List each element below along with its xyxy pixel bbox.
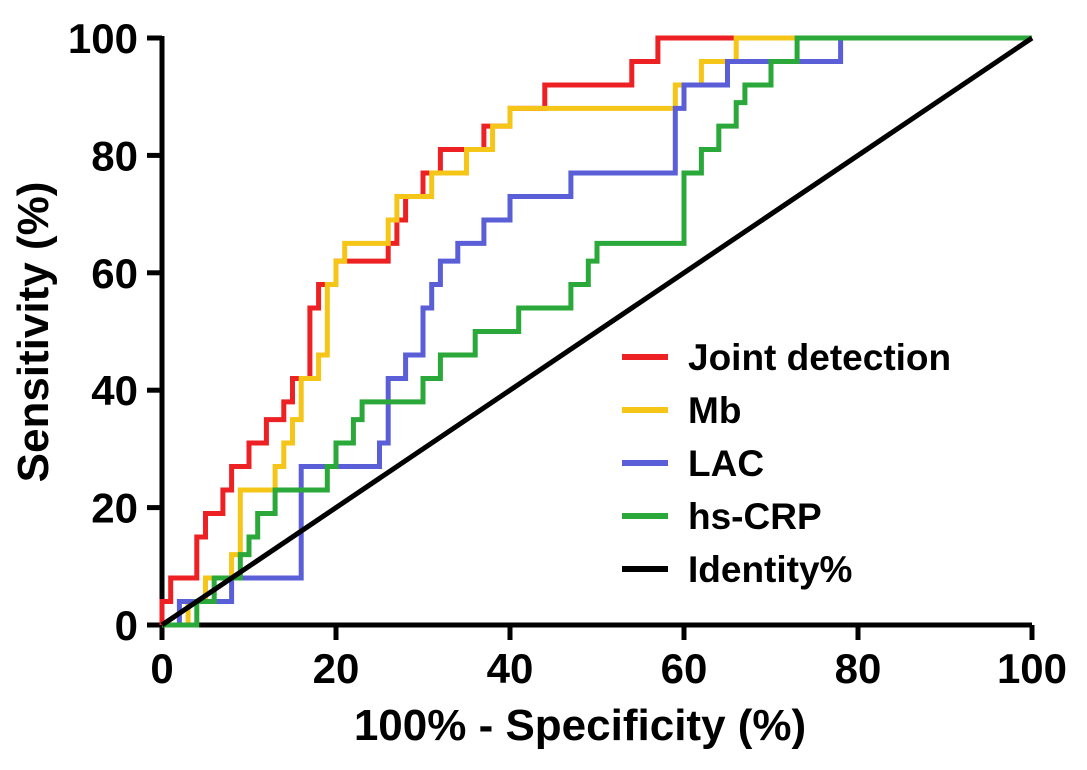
legend: Joint detection Mb LAC hs-CRP Identity% (622, 337, 951, 590)
roc-curve-lac (162, 35, 1032, 628)
x-tick-label: 80 (835, 645, 882, 692)
x-tick-label: 20 (313, 645, 360, 692)
roc-curve-identity (160, 35, 1034, 628)
roc-curve-mb (162, 35, 1032, 628)
legend-label-joint-detection: Joint detection (688, 337, 951, 378)
y-tick-label: 100 (68, 15, 138, 62)
legend-item-mb: Mb (622, 390, 741, 431)
roc-curves (159, 35, 1034, 628)
legend-label-identity: Identity% (688, 549, 852, 590)
y-tick-label: 40 (91, 367, 138, 414)
x-tick-label: 60 (661, 645, 708, 692)
x-tick-label: 100 (997, 645, 1067, 692)
y-tick-label: 80 (91, 132, 138, 179)
roc-curve-hs-crp (162, 35, 1032, 628)
y-tick-label: 20 (91, 485, 138, 532)
x-tick-label: 40 (487, 645, 534, 692)
y-tick-label: 0 (115, 602, 138, 649)
legend-label-lac: LAC (688, 443, 764, 484)
legend-label-mb: Mb (688, 390, 741, 431)
legend-label-hs-crp: hs-CRP (688, 496, 822, 537)
y-tick-label: 60 (91, 250, 138, 297)
x-tick-label: 0 (150, 645, 173, 692)
legend-item-joint-detection: Joint detection (622, 337, 951, 378)
y-axis-title: Sensitivity (%) (9, 182, 58, 483)
legend-item-lac: LAC (622, 443, 764, 484)
legend-item-identity: Identity% (622, 549, 852, 590)
x-axis-title: 100% - Specificity (%) (354, 701, 806, 750)
legend-item-hs-crp: hs-CRP (622, 496, 822, 537)
axes: 0 20 40 60 80 100 0 20 40 60 80 100 (68, 15, 1067, 692)
